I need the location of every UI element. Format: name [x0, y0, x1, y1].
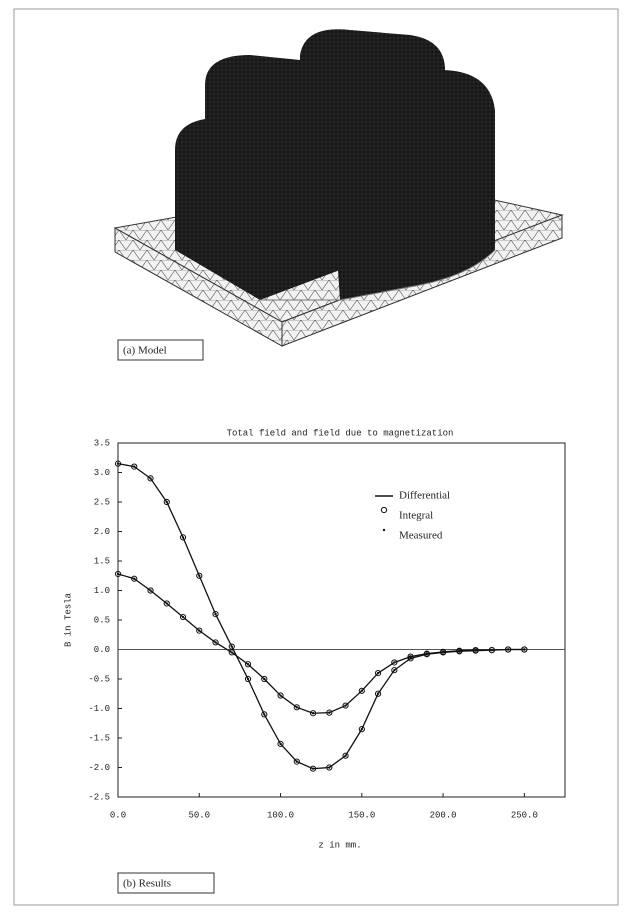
- measured-point: [279, 743, 281, 745]
- measured-point: [166, 602, 168, 604]
- measured-point: [507, 648, 509, 650]
- y-tick-label: 1.5: [94, 556, 110, 566]
- y-tick-label: -0.5: [88, 674, 110, 684]
- measured-point: [263, 713, 265, 715]
- legend-swatch: [381, 507, 386, 512]
- measured-point: [198, 575, 200, 577]
- figure: (a) Model Total field and field due to m…: [0, 0, 624, 914]
- measured-point: [312, 712, 314, 714]
- measured-point: [296, 706, 298, 708]
- measured-point: [198, 629, 200, 631]
- plot-frame: [118, 443, 565, 797]
- measured-point: [231, 651, 233, 653]
- measured-point: [279, 694, 281, 696]
- y-tick-label: -1.5: [88, 733, 110, 743]
- measured-point: [214, 613, 216, 615]
- x-tick-label: 100.0: [267, 810, 294, 820]
- curve: [118, 464, 524, 769]
- measured-point: [328, 711, 330, 713]
- measured-point: [377, 693, 379, 695]
- y-tick-label: 2.5: [94, 497, 110, 507]
- legend-label: Measured: [399, 530, 443, 542]
- y-tick-label: -2.0: [88, 763, 110, 773]
- measured-point: [393, 669, 395, 671]
- measured-point: [117, 573, 119, 575]
- curve: [118, 574, 524, 713]
- measured-point: [328, 766, 330, 768]
- measured-point: [442, 651, 444, 653]
- measured-point: [117, 462, 119, 464]
- measured-point: [133, 465, 135, 467]
- measured-point: [377, 672, 379, 674]
- y-tick-label: 1.0: [94, 586, 110, 596]
- measured-point: [247, 663, 249, 665]
- y-tick-label: 0.0: [94, 645, 110, 655]
- y-tick-label: 0.5: [94, 615, 110, 625]
- measured-point: [361, 728, 363, 730]
- legend-swatch: [383, 529, 385, 531]
- caption: (b) Results: [123, 878, 171, 890]
- x-tick-label: 0.0: [110, 810, 126, 820]
- measured-point: [182, 536, 184, 538]
- measured-point: [166, 501, 168, 503]
- measured-point: [149, 477, 151, 479]
- measured-point: [344, 704, 346, 706]
- page: {"panel_a": {"caption": "(a) Model"}, "c…: [0, 0, 624, 914]
- legend-label: Differential: [399, 490, 450, 502]
- measured-point: [458, 649, 460, 651]
- model-drawing: [115, 29, 562, 346]
- measured-point: [296, 760, 298, 762]
- y-tick-label: -2.5: [88, 792, 110, 802]
- measured-point: [523, 648, 525, 650]
- y-tick-label: 3.0: [94, 468, 110, 478]
- measured-point: [491, 649, 493, 651]
- chart-title: Total field and field due to magnetizati…: [227, 428, 454, 438]
- measured-point: [182, 616, 184, 618]
- y-tick-label: 2.0: [94, 527, 110, 537]
- measured-point: [344, 755, 346, 757]
- measured-point: [263, 678, 265, 680]
- y-tick-label: 3.5: [94, 438, 110, 448]
- measured-point: [426, 652, 428, 654]
- y-axis-label: B in Tesla: [63, 592, 73, 647]
- measured-point: [361, 690, 363, 692]
- measured-point: [474, 649, 476, 651]
- x-tick-label: 150.0: [348, 810, 375, 820]
- x-axis-label: z in mm.: [318, 840, 361, 850]
- x-tick-label: 50.0: [188, 810, 210, 820]
- caption: (a) Model: [123, 345, 167, 357]
- measured-point: [149, 589, 151, 591]
- measured-point: [214, 641, 216, 643]
- x-tick-label: 250.0: [511, 810, 538, 820]
- x-tick-label: 200.0: [430, 810, 457, 820]
- measured-point: [133, 578, 135, 580]
- plot-area: -2.5 -2.0 -1.5 -1.0 -0.5 0.0 0.5 1.0 1.5 2.0 2.5 3.…: [88, 438, 565, 820]
- measured-point: [231, 645, 233, 647]
- legend-label: Integral: [399, 510, 433, 522]
- y-tick-label: -1.0: [88, 704, 110, 714]
- measured-point: [247, 678, 249, 680]
- measured-point: [312, 767, 314, 769]
- measured-point: [409, 655, 411, 657]
- measured-point: [393, 661, 395, 663]
